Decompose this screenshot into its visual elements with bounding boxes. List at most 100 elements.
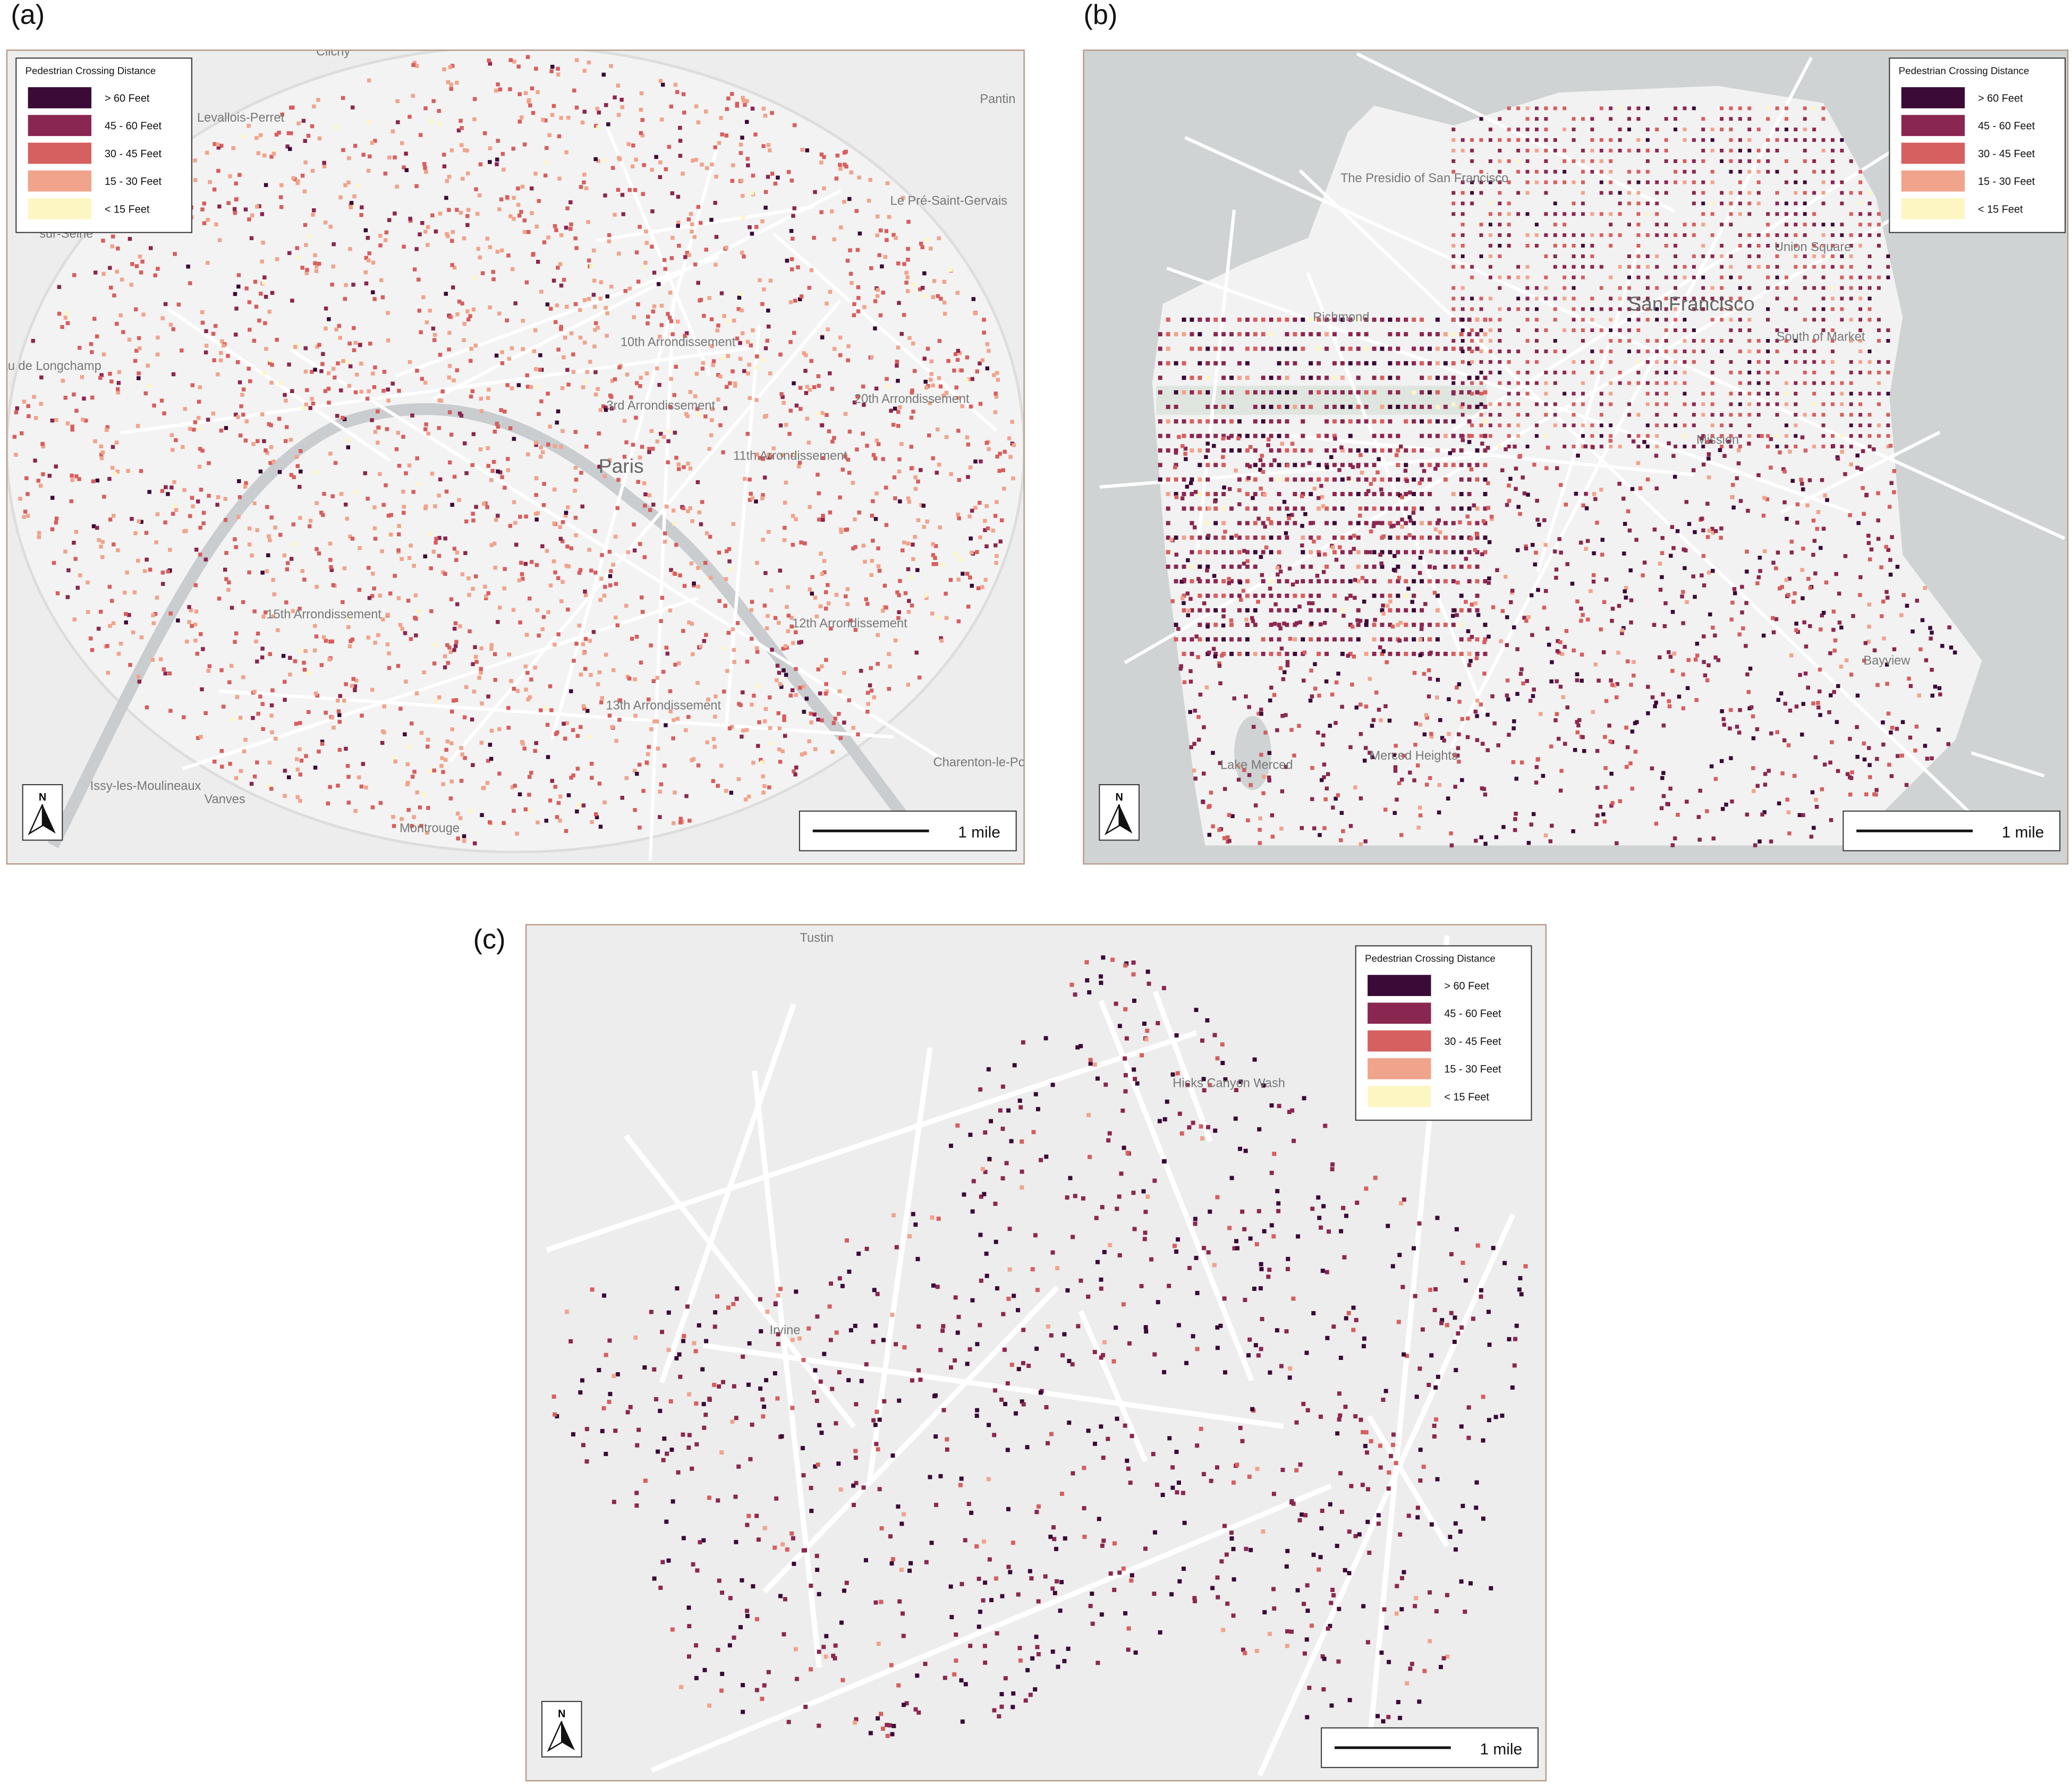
crossing-dot bbox=[498, 470, 503, 474]
crossing-dot bbox=[490, 469, 495, 473]
crossing-dot bbox=[922, 294, 927, 298]
crossing-dot bbox=[820, 411, 825, 415]
crossing-dot bbox=[1646, 685, 1650, 689]
crossing-dot bbox=[301, 406, 306, 411]
crossing-dot bbox=[1317, 608, 1321, 613]
crossing-dot bbox=[233, 640, 237, 644]
crossing-dot bbox=[196, 499, 200, 504]
crossing-dot bbox=[1563, 180, 1567, 184]
crossing-dot bbox=[303, 160, 308, 165]
crossing-dot bbox=[1399, 444, 1403, 449]
crossing-dot bbox=[1858, 201, 1863, 206]
crossing-dot bbox=[1877, 223, 1881, 227]
crossing-dot bbox=[1821, 117, 1825, 121]
crossing-dot bbox=[587, 258, 591, 263]
crossing-dot bbox=[154, 540, 159, 545]
crossing-dot bbox=[1766, 117, 1770, 121]
crossing-dot bbox=[1290, 513, 1294, 517]
crossing-dot bbox=[1277, 608, 1281, 613]
crossing-dot bbox=[745, 120, 749, 124]
crossing-dot bbox=[1581, 392, 1585, 396]
crossing-dot bbox=[348, 246, 352, 251]
crossing-dot bbox=[1784, 402, 1788, 406]
crossing-dot bbox=[848, 618, 853, 623]
crossing-dot bbox=[1830, 169, 1835, 174]
crossing-dot bbox=[750, 106, 755, 111]
crossing-dot bbox=[614, 615, 618, 620]
crossing-dot bbox=[1544, 127, 1548, 132]
crossing-dot bbox=[1190, 419, 1194, 424]
crossing-dot bbox=[1534, 328, 1539, 333]
crossing-dot bbox=[1470, 360, 1474, 364]
crossing-dot bbox=[519, 210, 523, 214]
crossing-dot bbox=[1627, 381, 1632, 385]
crossing-dot bbox=[583, 593, 588, 598]
crossing-dot bbox=[1516, 127, 1521, 132]
crossing-dot bbox=[769, 454, 773, 459]
crossing-dot bbox=[580, 120, 585, 125]
crossing-dot bbox=[897, 457, 902, 462]
crossing-dot bbox=[357, 588, 362, 592]
crossing-dot bbox=[406, 599, 411, 603]
crossing-dot bbox=[692, 235, 697, 239]
crossing-dot bbox=[713, 715, 717, 719]
crossing-dot bbox=[1488, 275, 1492, 279]
crossing-dot bbox=[949, 472, 953, 477]
crossing-dot bbox=[1655, 212, 1659, 216]
crossing-dot bbox=[1372, 637, 1377, 642]
crossing-dot bbox=[1425, 716, 1429, 720]
crossing-dot bbox=[1821, 201, 1825, 206]
crossing-dot bbox=[1821, 296, 1825, 301]
crossing-dot bbox=[929, 359, 934, 364]
crossing-dot bbox=[589, 568, 593, 573]
crossing-dot bbox=[1388, 623, 1392, 627]
crossing-dot bbox=[906, 567, 911, 572]
crossing-dot bbox=[865, 709, 870, 714]
crossing-dot bbox=[484, 596, 488, 600]
crossing-dot bbox=[1293, 404, 1297, 409]
crossing-dot bbox=[961, 572, 965, 576]
crossing-dot bbox=[791, 214, 795, 218]
crossing-dot bbox=[1381, 534, 1386, 539]
crossing-dot bbox=[386, 387, 390, 392]
crossing-dot bbox=[1317, 651, 1321, 656]
crossing-dot bbox=[1553, 413, 1557, 417]
crossing-dot bbox=[26, 492, 30, 496]
crossing-dot bbox=[1269, 608, 1273, 613]
crossing-dot bbox=[537, 633, 541, 638]
crossing-dot bbox=[1862, 757, 1867, 762]
crossing-dot bbox=[685, 414, 690, 419]
crossing-dot bbox=[1664, 360, 1668, 364]
crossing-dot bbox=[353, 390, 358, 395]
crossing-dot bbox=[1404, 608, 1408, 613]
crossing-dot bbox=[1683, 233, 1687, 237]
crossing-dot bbox=[203, 557, 208, 562]
crossing-dot bbox=[278, 533, 283, 537]
crossing-dot bbox=[378, 593, 382, 598]
crossing-dot bbox=[1560, 652, 1565, 656]
crossing-dot bbox=[1356, 376, 1361, 380]
crossing-dot bbox=[1609, 244, 1613, 248]
crossing-dot bbox=[762, 287, 766, 292]
crossing-dot bbox=[826, 583, 830, 587]
crossing-dot bbox=[1627, 318, 1632, 322]
crossing-dot bbox=[1237, 317, 1242, 322]
crossing-dot bbox=[1190, 521, 1194, 525]
crossing-dot bbox=[216, 372, 220, 377]
crossing-dot bbox=[457, 411, 462, 416]
crossing-dot bbox=[1507, 445, 1511, 448]
crossing-dot bbox=[876, 633, 880, 637]
crossing-dot bbox=[1784, 445, 1788, 448]
crossing-dot bbox=[911, 557, 915, 562]
crossing-dot bbox=[1460, 778, 1464, 783]
crossing-dot bbox=[1645, 180, 1650, 184]
crossing-dot bbox=[844, 164, 848, 169]
crossing-dot bbox=[1553, 201, 1557, 206]
crossing-dot bbox=[658, 160, 663, 165]
crossing-dot bbox=[447, 460, 452, 465]
crossing-dot bbox=[1174, 637, 1178, 642]
crossing-dot bbox=[1572, 244, 1576, 248]
crossing-dot bbox=[1674, 254, 1678, 258]
crossing-dot bbox=[1198, 637, 1202, 642]
crossing-dot bbox=[1554, 575, 1558, 580]
